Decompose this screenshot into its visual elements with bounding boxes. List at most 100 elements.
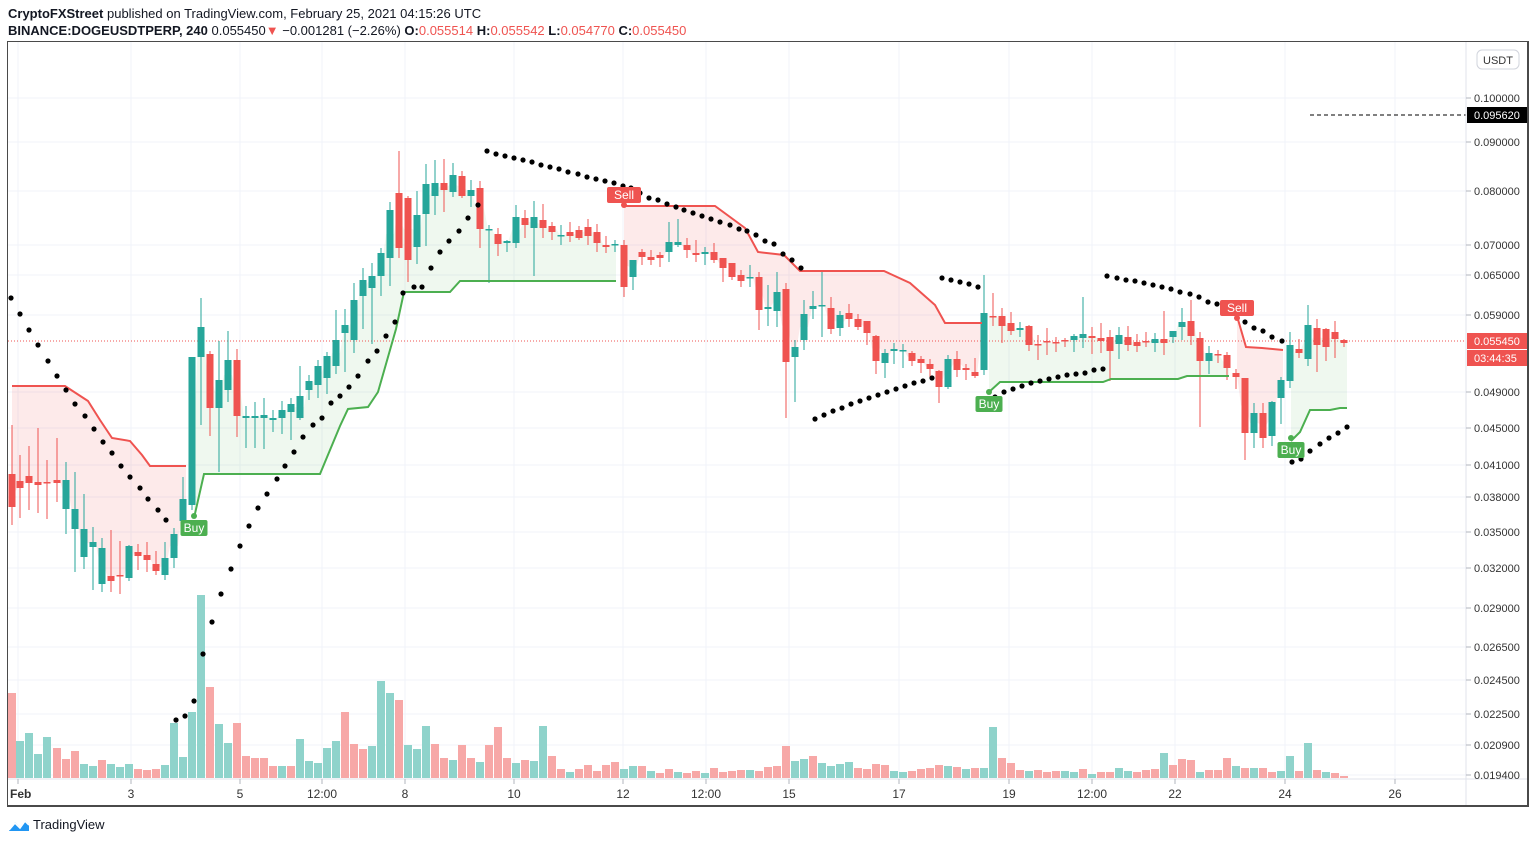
volume-bar [872,764,880,778]
buy-signal-label: Buy [975,389,1003,412]
volume-bar [503,758,511,778]
sar-dot [1114,275,1120,281]
price-axis[interactable]: 0.100000 0.090000 0.080000 0.070000 0.065000… [1466,93,1528,782]
volume-bar [485,745,493,778]
candle-body [908,353,916,361]
sar-dot [1326,435,1332,441]
time-tick-label: 24 [1278,787,1292,801]
volume-bar [944,766,952,778]
candle-body [287,404,295,412]
marker-high-badge [1467,107,1528,123]
volume-bar [1007,763,1015,778]
volume-bar [1340,776,1348,778]
candle-body [98,548,106,584]
candle-body [1106,337,1114,351]
volume-bar [323,748,331,778]
candle-body [1133,342,1141,346]
sar-dot [1159,284,1165,290]
candle-body [278,410,286,418]
volume-bar [305,761,313,778]
close-value: 0.055450 [632,23,687,38]
candle-body [818,305,826,307]
volume-bar [863,769,871,778]
sar-dot [465,215,471,221]
candle-body [584,227,592,236]
candle-body [467,190,475,196]
low-label: L: [548,23,561,38]
sar-dot [365,358,371,364]
volume-bar [332,741,340,778]
volume-bar [467,758,475,778]
candle-body [962,368,970,370]
countdown-text: 03:44:35 [1474,353,1517,365]
candle-body [188,357,196,505]
candle-body [1070,336,1078,340]
volume-bar [692,771,700,778]
sar-dot [35,342,41,348]
volume-bar [143,770,151,778]
candle-body [701,252,709,254]
sar-dot [1141,280,1147,286]
candle-body [494,234,502,244]
candle-body [1277,380,1285,398]
volume-bar [1124,771,1132,778]
candle-body [890,349,898,351]
svg-text:Buy: Buy [979,397,1000,411]
last-price: 0.055450 [211,23,266,38]
volume-bar [1286,756,1294,778]
candle-body [413,215,421,247]
volume-bar [134,769,142,778]
tradingview-branding[interactable]: TradingView [8,817,105,832]
sar-dot [1123,277,1129,283]
time-axis[interactable]: Feb 3 5 12:00 8 10 12 12:00 15 17 19 12:00 22 24 26 [10,779,1402,801]
sar-dot [502,153,508,159]
sar-dot [1150,282,1156,288]
sar-dot [355,373,361,379]
volume-bar [377,681,385,778]
sar-dot [1055,374,1061,380]
candle-body [872,336,880,361]
time-tick-label: 12:00 [691,787,721,801]
sar-dot [681,207,687,213]
volume-bar [233,723,241,778]
sar-dot [966,281,972,287]
sell-signal-label: Sell [1220,300,1254,321]
currency-button[interactable]: USDT [1476,49,1520,70]
candle-body [710,252,718,260]
sar-dot [1196,294,1202,300]
sar-dot [920,378,926,384]
candle-body [89,542,97,547]
price-tick-label: 0.059000 [1474,310,1520,322]
candle-body [197,327,205,357]
sar-dot [419,284,425,290]
sar-dot [547,164,553,170]
sar-dot [100,439,106,445]
candle-body [134,552,142,556]
candle-body [251,416,259,418]
sar-dot [374,348,380,354]
candle-body [845,313,853,319]
candle-body [602,245,610,247]
sar-dot [1091,367,1097,373]
sar-dot [948,277,954,283]
sar-dot [493,151,499,157]
volume-bar [584,765,592,778]
candle-body [368,276,376,288]
sar-dot [1037,378,1043,384]
sar-dot [1317,441,1323,447]
sar-dot [857,398,863,404]
volume-bar [755,771,763,778]
candle-body [953,359,961,370]
sar-dot [264,491,270,497]
candle-body [386,210,394,258]
candle-body [314,366,322,385]
svg-text:Sell: Sell [1227,301,1247,315]
sar-dot [939,275,945,281]
volume-bar [1232,766,1240,778]
sar-dot [646,195,652,201]
sar-dot [282,463,288,469]
time-tick-label: 12:00 [1077,787,1107,801]
sar-dot [1168,286,1174,292]
author-name[interactable]: CryptoFXStreet [8,6,104,21]
